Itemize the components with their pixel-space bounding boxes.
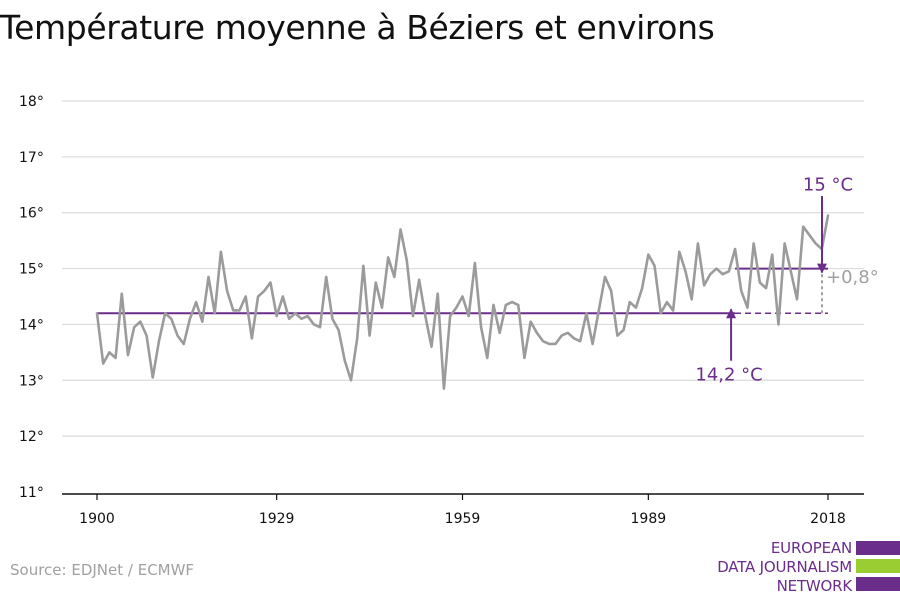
logo-line-2: DATA JOURNALISM (717, 558, 852, 576)
logo-bar-purple-bottom (856, 577, 900, 591)
logo-line-3: NETWORK (776, 577, 853, 595)
logo-bar-green (856, 559, 900, 573)
edjnet-logo[interactable]: EUROPEAN DATA JOURNALISM NETWORK (700, 539, 900, 600)
recent-average-label: 15 °C (803, 174, 853, 195)
source-note: Source: EDJNet / ECMWF (10, 561, 195, 579)
annotations: +0,8° 15 °C 14,2 °C (695, 174, 878, 385)
chart-title: Température moyenne à Béziers et environ… (0, 8, 715, 47)
delta-label: +0,8° (826, 267, 879, 288)
y-axis-ticks: 11° 12° 13° 14° 15° 16° 17° 18° (19, 94, 44, 501)
x-tick-label: 2018 (810, 511, 846, 527)
x-tick-label: 1900 (79, 511, 115, 527)
y-tick-label: 11° (19, 485, 44, 501)
y-tick-label: 15° (19, 262, 44, 278)
y-tick-label: 13° (19, 373, 44, 389)
logo-line-1: EUROPEAN (770, 539, 852, 557)
x-tick-label: 1959 (445, 511, 481, 527)
x-axis: 1900 1929 1959 1989 2018 (62, 493, 864, 527)
y-tick-label: 14° (19, 317, 44, 333)
y-tick-label: 17° (19, 150, 44, 166)
logo-bar-purple-top (856, 541, 900, 555)
y-tick-label: 18° (19, 94, 44, 110)
x-tick-label: 1989 (631, 511, 667, 527)
series-layer (95, 214, 830, 390)
y-tick-label: 12° (19, 429, 44, 445)
baseline-average-label: 14,2 °C (695, 364, 762, 385)
x-tick-label: 1929 (259, 511, 295, 527)
temperature-line (95, 214, 830, 390)
y-tick-label: 16° (19, 206, 44, 222)
grid-lines (62, 100, 864, 437)
